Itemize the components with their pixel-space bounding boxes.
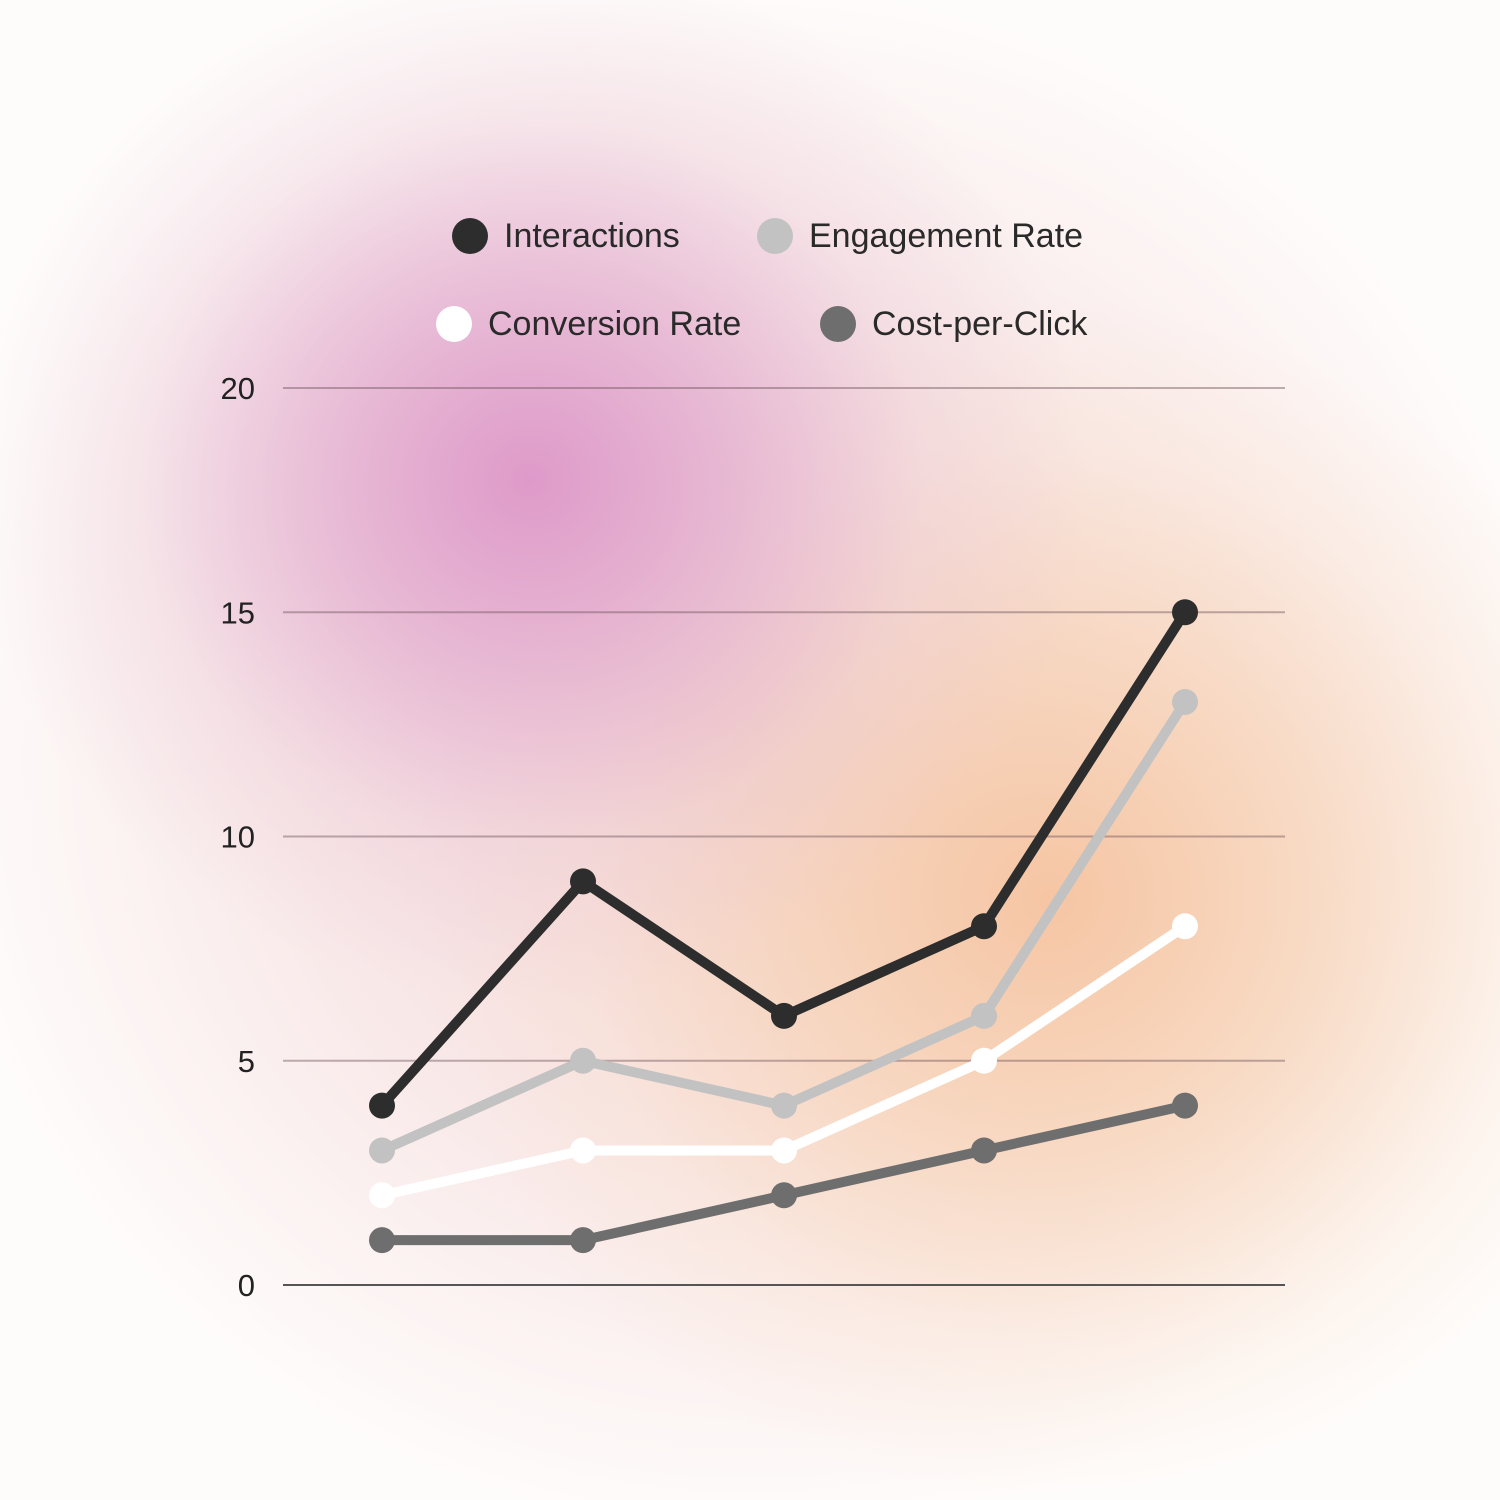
data-point	[771, 1137, 797, 1164]
data-point	[570, 868, 596, 895]
legend-item: Cost-per-Click	[820, 305, 1088, 343]
data-point	[971, 1137, 997, 1164]
y-tick-label: 20	[221, 371, 255, 406]
legend: Interactions Engagement Rate Conversion Ra…	[436, 217, 1088, 343]
series-line	[377, 696, 1190, 1156]
y-axis-ticks: 0 5 10 15 20	[221, 371, 255, 1303]
legend-item: Conversion Rate	[436, 305, 741, 343]
series-conversion-rate	[369, 913, 1198, 1209]
data-point	[369, 1137, 395, 1164]
data-point	[771, 1182, 797, 1209]
data-point	[971, 1047, 997, 1074]
data-point	[1172, 913, 1198, 940]
data-point	[971, 913, 997, 940]
legend-label: Engagement Rate	[809, 217, 1083, 255]
legend-marker	[436, 306, 472, 342]
data-point	[570, 1137, 596, 1164]
legend-item: Interactions	[452, 217, 680, 255]
data-point	[771, 1092, 797, 1119]
legend-label: Interactions	[504, 217, 680, 255]
series-engagement-rate	[369, 688, 1198, 1164]
series-cost-per-click	[369, 1092, 1198, 1254]
data-point	[1172, 688, 1198, 715]
y-tick-label: 5	[238, 1044, 255, 1079]
data-point	[570, 1047, 596, 1074]
y-tick-label: 10	[221, 820, 255, 855]
data-point	[369, 1227, 395, 1254]
series-interactions	[369, 599, 1198, 1119]
data-point	[771, 1002, 797, 1029]
data-point	[369, 1092, 395, 1119]
data-point	[1172, 599, 1198, 626]
series-line	[377, 607, 1190, 1111]
legend-label: Cost-per-Click	[872, 305, 1088, 343]
series-lines	[369, 599, 1198, 1254]
legend-marker	[452, 218, 488, 254]
legend-marker	[757, 218, 793, 254]
grid-lines	[283, 387, 1285, 1286]
y-tick-label: 15	[221, 595, 255, 630]
data-point	[971, 1002, 997, 1029]
data-point	[1172, 1092, 1198, 1119]
data-point	[369, 1182, 395, 1209]
legend-label: Conversion Rate	[488, 305, 741, 343]
legend-item: Engagement Rate	[757, 217, 1083, 255]
legend-marker	[820, 306, 856, 342]
y-tick-label: 0	[238, 1268, 255, 1303]
data-point	[570, 1227, 596, 1254]
